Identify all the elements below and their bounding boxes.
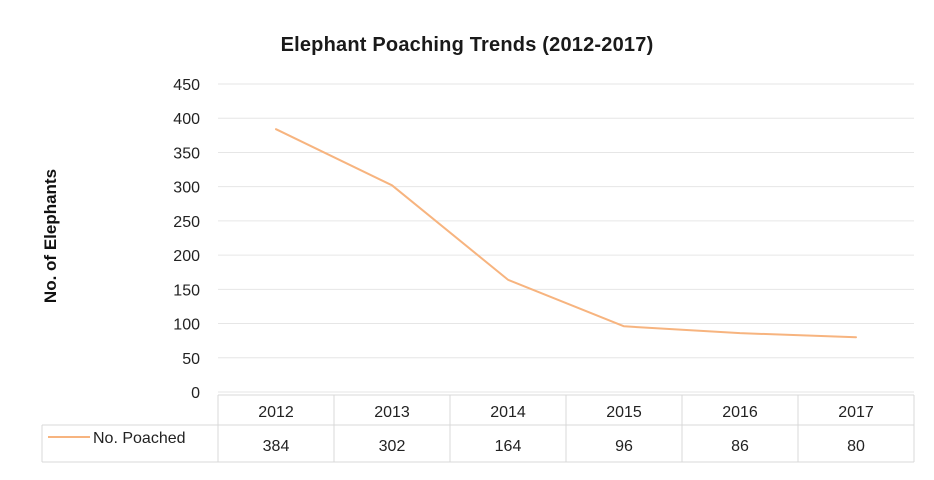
x-tick-label: 2013: [374, 404, 410, 421]
x-tick-label: 2014: [490, 404, 526, 421]
y-tick-label: 100: [173, 317, 200, 334]
y-tick-label: 150: [173, 282, 200, 299]
y-tick-label: 450: [173, 77, 200, 94]
y-tick-label: 200: [173, 248, 200, 265]
data-table: 2012 2013 2014 2015 2016 2017 No. Poached 384 30…: [41, 394, 915, 463]
series-layer: [275, 128, 857, 339]
gridlines: [218, 83, 914, 393]
series-line: [275, 128, 857, 339]
data-table-value: 302: [379, 438, 406, 455]
y-tick-label: 350: [173, 145, 200, 162]
data-table-value: 164: [495, 438, 522, 455]
y-axis-label: No. of Elephants: [41, 169, 60, 303]
data-table-value: 384: [263, 438, 290, 455]
data-table-value: 86: [731, 438, 749, 455]
x-tick-label: 2016: [722, 404, 758, 421]
y-tick-label: 0: [191, 385, 200, 402]
y-tick-label: 250: [173, 214, 200, 231]
legend-label: No. Poached: [93, 430, 186, 447]
y-axis: 450 400 350 300 250 200 150 100 50 0: [173, 77, 200, 402]
x-tick-label: 2017: [838, 404, 874, 421]
x-tick-label: 2012: [258, 404, 294, 421]
chart-title: Elephant Poaching Trends (2012-2017): [280, 34, 654, 56]
y-tick-label: 50: [182, 351, 200, 368]
data-table-value: 80: [847, 438, 865, 455]
x-tick-label: 2015: [606, 404, 642, 421]
data-table-value: 96: [615, 438, 633, 455]
y-tick-label: 400: [173, 111, 200, 128]
y-tick-label: 300: [173, 180, 200, 197]
